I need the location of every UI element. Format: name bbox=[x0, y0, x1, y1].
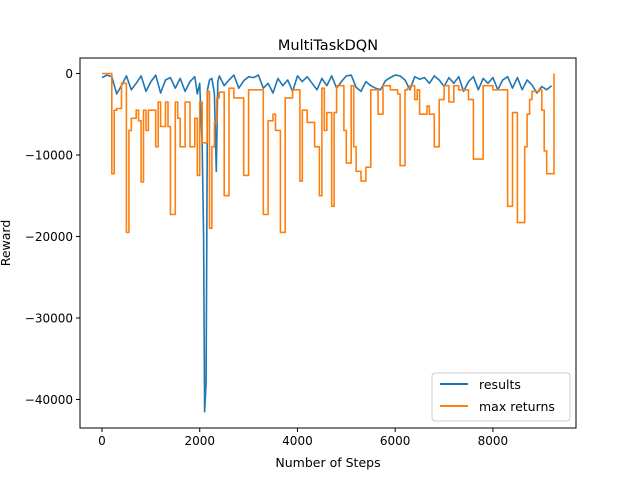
series-line-max-returns bbox=[102, 72, 555, 234]
chart-title: MultiTaskDQN bbox=[278, 38, 378, 54]
x-axis-label: Number of Steps bbox=[275, 455, 380, 470]
x-tick-label: 8000 bbox=[478, 434, 509, 448]
legend: results max returns bbox=[431, 372, 571, 422]
legend-label-max-returns: max returns bbox=[479, 399, 555, 414]
series-layer bbox=[101, 72, 555, 413]
y-axis: 0 −10000 −20000 −30000 −40000 bbox=[25, 67, 80, 407]
y-tick-label: 0 bbox=[65, 67, 73, 81]
x-tick-label: 2000 bbox=[184, 434, 215, 448]
y-tick-label: −10000 bbox=[25, 148, 73, 162]
x-tick-label: 6000 bbox=[380, 434, 411, 448]
legend-label-results: results bbox=[479, 377, 521, 392]
y-tick-label: −40000 bbox=[25, 393, 73, 407]
x-tick-label: 4000 bbox=[282, 434, 313, 448]
y-tick-label: −20000 bbox=[25, 230, 73, 244]
x-axis: 0 2000 4000 6000 8000 bbox=[98, 428, 508, 448]
y-axis-label: Reward bbox=[0, 220, 13, 267]
series-line-results bbox=[101, 74, 553, 413]
plot-area-frame bbox=[79, 57, 577, 429]
x-tick-label: 0 bbox=[98, 434, 106, 448]
y-tick-label: −30000 bbox=[25, 311, 73, 325]
